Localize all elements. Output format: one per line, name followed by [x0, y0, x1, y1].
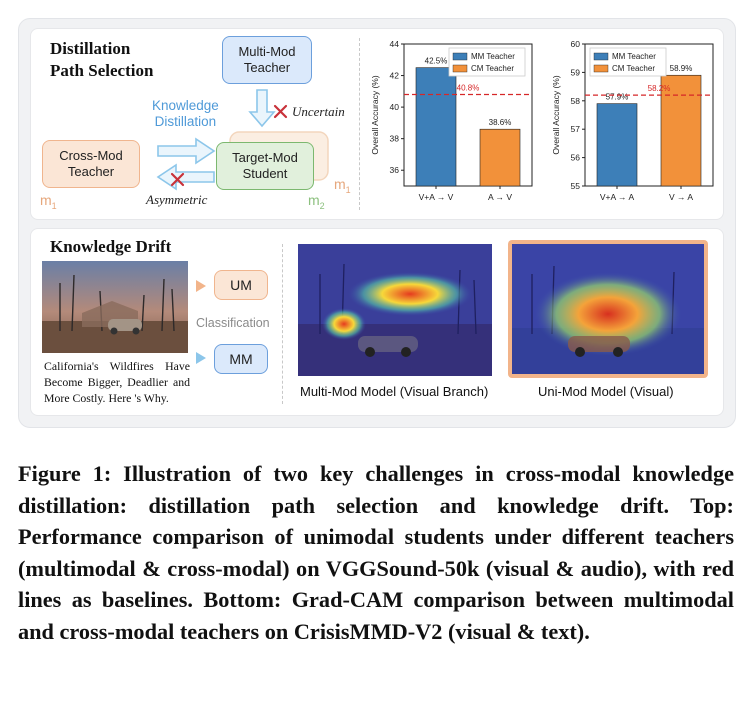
- y-tick-label: 42: [390, 71, 400, 81]
- y-tick-label: 57: [571, 124, 581, 134]
- news-caption: California's Wildfires Have Become Bigge…: [44, 359, 190, 405]
- modality-m1-right: m1: [334, 176, 351, 195]
- legend-swatch: [593, 52, 609, 61]
- arrow-to-mm: [196, 352, 206, 364]
- top-separator: [359, 38, 360, 210]
- x-tick-label: A → V: [488, 192, 512, 202]
- legend-box: [589, 47, 667, 77]
- cross-mod-teacher-box: Cross-Mod Teacher: [42, 140, 140, 188]
- figure-caption: Figure 1: Illustration of two key challe…: [18, 461, 734, 644]
- y-tick-label: 58: [571, 96, 581, 106]
- modality-m1-left: m1: [40, 192, 57, 211]
- y-tick-label: 36: [390, 165, 400, 175]
- kd-left-arrow: [156, 163, 215, 191]
- asymmetric-label: Asymmetric: [146, 192, 208, 207]
- gradcam-unimod-caption: Uni-Mod Model (Visual): [538, 384, 674, 399]
- x-tick-label: V+A → A: [600, 192, 635, 202]
- y-axis-label: Overall Accuracy (%): [370, 75, 380, 155]
- wildfire-news-photo: [42, 261, 188, 353]
- target-mod-student-box: Target-Mod Student: [216, 142, 314, 190]
- legend-label: MM Teacher: [612, 52, 656, 61]
- kd-down-arrow: [248, 89, 276, 128]
- bar: [660, 74, 702, 187]
- bar: [415, 67, 457, 187]
- y-tick-label: 55: [571, 181, 581, 191]
- plot-frame: [403, 43, 533, 187]
- uncertain-label: Uncertain: [292, 104, 345, 119]
- kd-right-arrow: [157, 137, 216, 165]
- legend-label: CM Teacher: [612, 64, 655, 73]
- y-tick-label: 56: [571, 153, 581, 163]
- x-tick-label: V+A → V: [419, 192, 454, 202]
- bar-value-label: 57.9%: [606, 93, 629, 102]
- classification-label: Classification: [196, 316, 270, 330]
- legend-swatch: [452, 64, 468, 73]
- top-section-title: Distillation Path Selection: [50, 39, 154, 80]
- x-tick-label: V → A: [669, 192, 693, 202]
- plot-frame: [584, 43, 714, 187]
- legend-swatch: [593, 64, 609, 73]
- bar-value-label: 42.5%: [425, 57, 448, 66]
- baseline-label: 58.2%: [648, 84, 671, 93]
- legend-swatch: [452, 52, 468, 61]
- bar-value-label: 38.6%: [489, 118, 512, 127]
- y-tick-label: 40: [390, 102, 400, 112]
- bar: [596, 103, 638, 187]
- um-box: UM: [214, 270, 268, 300]
- legend-label: CM Teacher: [471, 64, 514, 73]
- bar-value-label: 58.9%: [670, 64, 693, 73]
- legend-label: MM Teacher: [471, 52, 515, 61]
- multimod-teacher-box: Multi-Mod Teacher: [222, 36, 312, 84]
- arrow-to-um: [196, 280, 206, 292]
- gradcam-multimod-caption: Multi-Mod Model (Visual Branch): [300, 384, 489, 399]
- uncertain-x-icon: [273, 104, 288, 119]
- gradcam-multimod-image: [298, 244, 492, 376]
- bottom-separator: [282, 244, 283, 404]
- modality-m2: m2: [308, 192, 325, 211]
- y-tick-label: 44: [390, 39, 400, 49]
- baseline-label: 40.8%: [457, 83, 480, 92]
- y-tick-label: 60: [571, 39, 581, 49]
- chart-visual-student: 36 38 40 42 44 Overall Accuracy (%) 42.5% V+A →…: [370, 39, 533, 202]
- asymmetric-x-icon: [170, 172, 185, 187]
- gradcam-unimod-image: [512, 244, 704, 374]
- y-axis-label: Overall Accuracy (%): [551, 75, 561, 155]
- y-tick-label: 38: [390, 134, 400, 144]
- bar: [479, 128, 521, 187]
- chart-audio-student: 55 56 57 58 59 60 Overall Accuracy (%) 57.9% V+A…: [551, 39, 714, 202]
- mm-box: MM: [214, 344, 268, 374]
- y-tick-label: 59: [571, 67, 581, 77]
- bottom-section-title: Knowledge Drift: [50, 237, 172, 256]
- knowledge-distillation-label: Knowledge Distillation: [152, 98, 219, 129]
